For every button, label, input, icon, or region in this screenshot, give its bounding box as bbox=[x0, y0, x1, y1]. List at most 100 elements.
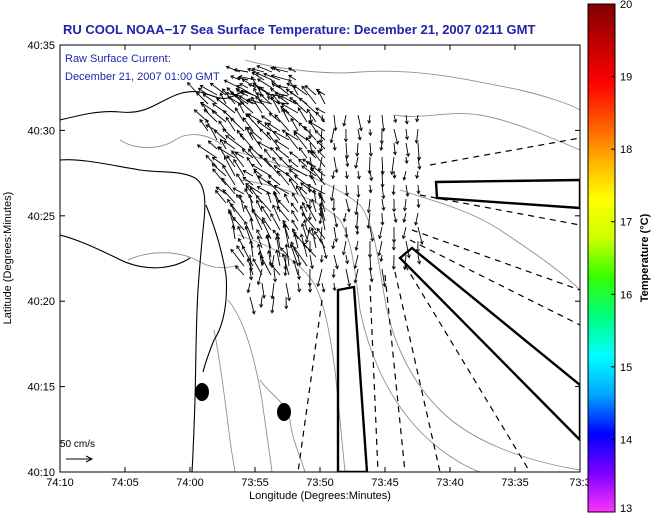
current-arrow bbox=[196, 144, 218, 159]
current-arrow bbox=[404, 128, 409, 141]
current-arrow bbox=[203, 108, 218, 123]
current-arrow bbox=[233, 93, 249, 105]
x-tick-label: 73:3 bbox=[569, 477, 590, 489]
current-arrow bbox=[230, 117, 245, 132]
current-arrow bbox=[304, 226, 311, 244]
current-arrow bbox=[256, 229, 263, 240]
current-arrow bbox=[271, 83, 281, 89]
current-arrow bbox=[333, 212, 339, 228]
current-arrow bbox=[211, 156, 227, 168]
current-arrow bbox=[319, 170, 324, 183]
current-arrow bbox=[367, 156, 372, 175]
colorbar-tick-label: 19 bbox=[620, 72, 632, 84]
current-arrow bbox=[222, 164, 236, 186]
current-arrow bbox=[256, 235, 263, 249]
current-arrow bbox=[273, 184, 290, 195]
current-arrow bbox=[308, 114, 313, 124]
current-arrow bbox=[272, 156, 281, 168]
current-arrow bbox=[211, 110, 227, 123]
current-arrow bbox=[285, 282, 291, 302]
current-arrow bbox=[330, 184, 335, 202]
current-arrow bbox=[222, 189, 236, 204]
current-arrow bbox=[270, 282, 275, 300]
current-arrow bbox=[252, 258, 263, 276]
current-arrow bbox=[380, 212, 385, 226]
current-arrow bbox=[390, 156, 395, 176]
current-arrow bbox=[251, 71, 265, 81]
current-arrow bbox=[245, 185, 254, 195]
current-arrow bbox=[249, 254, 254, 272]
contour-line bbox=[239, 179, 481, 472]
current-arrow bbox=[315, 88, 326, 96]
current-arrow bbox=[299, 233, 308, 258]
current-arrow bbox=[369, 170, 374, 182]
current-arrow bbox=[266, 190, 272, 204]
current-arrow bbox=[275, 232, 281, 249]
current-arrow bbox=[300, 222, 308, 240]
current-arrow bbox=[333, 156, 339, 174]
current-arrow bbox=[301, 212, 317, 231]
current-arrow bbox=[377, 240, 383, 257]
current-arrow bbox=[381, 184, 386, 200]
current-arrow bbox=[284, 243, 290, 267]
current-arrow bbox=[233, 68, 249, 73]
current-arrow bbox=[260, 115, 272, 123]
current-arrow bbox=[357, 128, 362, 141]
current-arrow bbox=[333, 226, 339, 243]
current-arrow bbox=[264, 121, 281, 141]
x-tick-label: 73:55 bbox=[241, 477, 269, 489]
current-arrow bbox=[405, 142, 410, 158]
current-arrow bbox=[307, 212, 312, 221]
current-arrow bbox=[251, 207, 263, 231]
current-arrow bbox=[345, 156, 350, 168]
current-arrow bbox=[288, 74, 297, 81]
current-arrow bbox=[301, 201, 308, 213]
current-arrow bbox=[354, 240, 359, 251]
current-arrow bbox=[246, 257, 254, 276]
current-arrow bbox=[230, 248, 245, 267]
current-arrow bbox=[289, 151, 299, 159]
current-arrow bbox=[345, 268, 352, 288]
current-arrow bbox=[285, 132, 299, 150]
current-arrow bbox=[341, 240, 347, 256]
current-arrow bbox=[331, 170, 336, 180]
current-arrow bbox=[310, 198, 317, 213]
current-arrow bbox=[221, 177, 236, 195]
current-arrow bbox=[366, 198, 371, 214]
current-arrow bbox=[242, 169, 254, 177]
current-arrow bbox=[287, 67, 297, 73]
current-arrow bbox=[244, 220, 254, 240]
current-arrow bbox=[209, 82, 227, 96]
current-arrow bbox=[321, 282, 326, 293]
x-tick-label: 74:00 bbox=[176, 477, 204, 489]
coast-outline bbox=[202, 204, 227, 373]
current-arrow bbox=[253, 169, 263, 186]
current-arrow bbox=[404, 156, 409, 165]
scale-label: 50 cm/s bbox=[60, 439, 95, 450]
current-arrow bbox=[402, 212, 407, 223]
current-arrow bbox=[354, 156, 359, 169]
current-arrow bbox=[256, 268, 263, 286]
contour-line bbox=[227, 299, 273, 472]
current-arrow bbox=[222, 128, 236, 141]
current-arrow bbox=[402, 170, 407, 181]
current-arrow bbox=[391, 254, 396, 270]
current-arrow bbox=[306, 108, 317, 123]
current-arrow bbox=[270, 66, 289, 73]
current-arrow bbox=[233, 158, 245, 177]
current-arrow bbox=[342, 114, 347, 127]
current-arrow bbox=[274, 139, 290, 150]
current-arrow bbox=[276, 205, 290, 222]
current-arrow bbox=[345, 254, 350, 265]
current-arrow bbox=[297, 254, 302, 267]
contour-line bbox=[119, 134, 223, 148]
current-arrow bbox=[281, 129, 299, 141]
colorbar-tick-label: 15 bbox=[620, 362, 632, 374]
current-arrow bbox=[296, 268, 301, 281]
current-arrow bbox=[368, 128, 373, 137]
contour-line bbox=[244, 59, 580, 111]
current-arrow bbox=[319, 142, 324, 153]
current-arrow bbox=[247, 67, 257, 73]
colorbar-tick-label: 13 bbox=[620, 503, 632, 515]
